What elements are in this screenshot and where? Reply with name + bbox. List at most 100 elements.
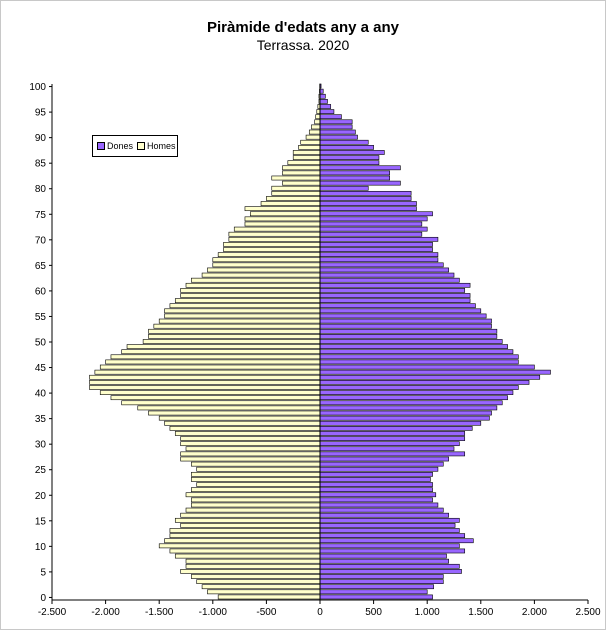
x-tick-labels: -2.500 -2.000 -1.500 -1.000 -500 0 500 1.000 1.5…: [38, 600, 601, 618]
bar-dones-59: [319, 293, 471, 298]
bar-homes-60: [180, 288, 321, 293]
bar-homes-42: [89, 380, 321, 385]
bar-dones-57: [319, 303, 476, 309]
bar-homes-2: [201, 584, 321, 590]
bar-dones-85: [319, 160, 380, 166]
bar-homes-17: [185, 507, 321, 513]
bar-dones-90: [319, 134, 358, 140]
bar-homes-77: [260, 201, 321, 206]
y-tick-label-90: 90: [35, 133, 47, 144]
bar-dones-84: [319, 165, 401, 171]
bar-dones-16: [319, 512, 449, 518]
y-tick-label-30: 30: [35, 440, 47, 451]
x-tick-label-6: 500: [365, 607, 382, 618]
bar-dones-87: [319, 150, 385, 155]
bar-homes-43: [89, 374, 321, 380]
bar-homes-21: [191, 487, 321, 493]
bar-dones-92: [319, 124, 353, 130]
bar-homes-33: [169, 425, 321, 431]
bar-dones-97: [319, 99, 328, 104]
y-tick-label-20: 20: [35, 491, 47, 502]
bar-homes-1: [207, 589, 321, 595]
bar-homes-36: [148, 410, 321, 416]
bar-homes-46: [105, 359, 321, 365]
bar-homes-22: [196, 482, 321, 487]
y-tick-label-35: 35: [35, 414, 47, 425]
y-tick-label-95: 95: [35, 108, 47, 119]
bar-dones-23: [319, 477, 431, 482]
x-tick-label-0: -2.500: [38, 607, 67, 618]
bar-dones-6: [319, 563, 460, 569]
chart-subtitle: Terrassa. 2020: [256, 37, 350, 53]
bar-homes-61: [185, 282, 321, 288]
bar-dones-91: [319, 129, 356, 135]
bar-dones-28: [319, 451, 466, 457]
bar-homes-55: [164, 313, 321, 319]
bar-homes-64: [207, 267, 321, 273]
bar-dones-25: [319, 466, 439, 472]
bar-dones-43: [319, 374, 541, 380]
bar-homes-32: [174, 431, 321, 436]
bar-dones-64: [319, 267, 449, 273]
bar-dones-39: [319, 395, 508, 401]
bar-homes-0: [217, 594, 321, 600]
bar-dones-14: [319, 523, 456, 528]
bar-dones-22: [319, 482, 433, 487]
bar-dones-79: [319, 190, 412, 196]
bar-homes-14: [180, 523, 321, 528]
bar-dones-18: [319, 502, 439, 508]
bar-homes-31: [180, 436, 321, 441]
bar-homes-47: [110, 354, 321, 360]
bar-homes-82: [271, 175, 321, 181]
legend-item-homes: Homes: [137, 141, 176, 151]
bar-dones-88: [319, 145, 374, 150]
y-tick-label-25: 25: [35, 465, 47, 476]
x-tick-label-3: -1.000: [199, 607, 228, 618]
bar-homes-24: [191, 471, 321, 477]
bar-homes-69: [223, 242, 321, 247]
bar-dones-95: [319, 109, 335, 114]
bar-homes-58: [174, 298, 321, 303]
bar-homes-87: [292, 150, 321, 155]
bar-homes-76: [244, 206, 321, 212]
bar-dones-74: [319, 216, 428, 222]
bar-homes-37: [137, 405, 321, 411]
bar-homes-40: [99, 390, 321, 395]
bar-dones-10: [319, 543, 460, 549]
bar-dones-36: [319, 410, 492, 416]
y-tick-label-65: 65: [35, 261, 47, 272]
y-tick-label-60: 60: [35, 286, 47, 297]
legend-swatch-dones: [97, 142, 105, 150]
bar-dones-76: [319, 206, 417, 212]
bar-homes-72: [233, 226, 321, 232]
bar-homes-57: [169, 303, 321, 309]
bar-dones-37: [319, 405, 498, 411]
bar-homes-15: [174, 517, 321, 523]
legend-swatch-homes: [137, 142, 146, 150]
bar-homes-20: [185, 492, 321, 498]
bar-dones-46: [319, 359, 519, 365]
x-tick-label-1: -2.000: [91, 607, 120, 618]
bar-homes-59: [180, 293, 321, 298]
axes: [51, 84, 588, 601]
x-tick-label-4: -500: [256, 607, 276, 618]
y-tick-label-40: 40: [35, 389, 47, 400]
bar-homes-68: [223, 247, 321, 252]
bar-dones-34: [319, 420, 482, 426]
bar-homes-71: [228, 231, 321, 237]
bar-dones-65: [319, 262, 444, 268]
bar-dones-77: [319, 201, 417, 206]
bar-homes-56: [164, 308, 321, 314]
legend-label-homes: Homes: [147, 141, 176, 151]
bar-dones-1: [319, 589, 428, 595]
bar-homes-8: [174, 553, 321, 559]
bar-dones-81: [319, 180, 401, 186]
bar-homes-53: [153, 323, 321, 329]
bar-homes-66: [212, 257, 321, 263]
bar-homes-5: [180, 569, 321, 574]
bar-dones-5: [319, 569, 462, 574]
bar-homes-25: [196, 466, 321, 472]
bar-dones-83: [319, 170, 390, 176]
bar-dones-21: [319, 487, 433, 493]
x-tick-label-9: 2.000: [522, 607, 547, 618]
